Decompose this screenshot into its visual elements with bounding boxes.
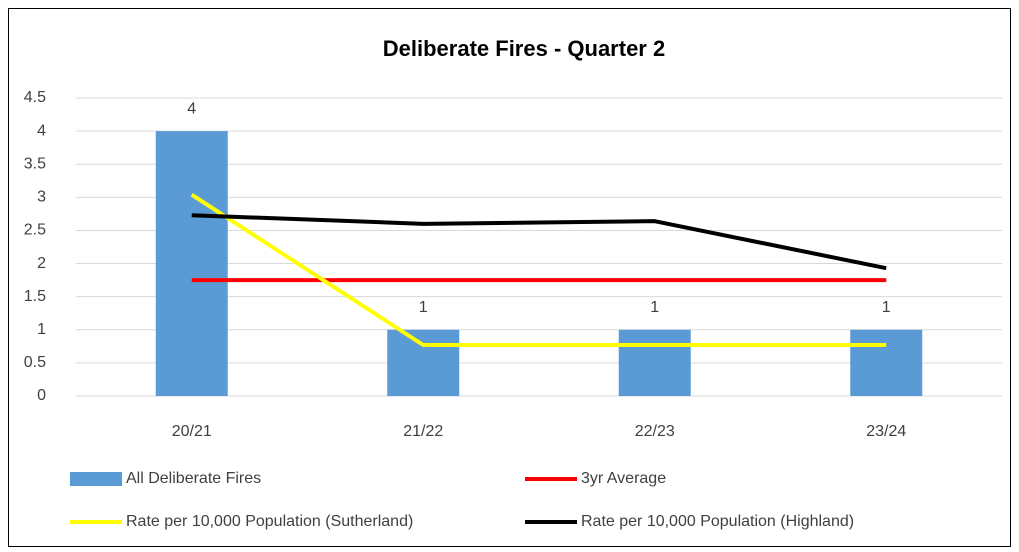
bar — [155, 131, 228, 396]
data-label: 1 — [882, 299, 891, 316]
chart-title: Deliberate Fires - Quarter 2 — [383, 36, 665, 61]
y-tick-label: 4.5 — [24, 89, 46, 106]
y-tick-label: 0.5 — [24, 354, 46, 371]
legend-label: Rate per 10,000 Population (Highland) — [581, 513, 854, 530]
y-tick-label: 3 — [37, 189, 46, 206]
x-tick-label: 21/22 — [403, 423, 443, 440]
y-tick-label: 4 — [37, 122, 46, 139]
y-tick-label: 1 — [37, 321, 46, 338]
legend-label: 3yr Average — [581, 470, 666, 487]
y-tick-label: 3.5 — [24, 155, 46, 172]
y-tick-label: 2.5 — [24, 222, 46, 239]
line-series — [191, 213, 887, 271]
data-label: 1 — [419, 299, 428, 316]
legend-swatch — [70, 472, 122, 486]
bar — [618, 329, 691, 396]
y-tick-label: 1.5 — [24, 288, 46, 305]
line-series — [190, 193, 887, 348]
x-tick-label: 22/23 — [635, 423, 675, 440]
y-tick-label: 0 — [37, 387, 46, 404]
bar — [387, 329, 460, 396]
x-tick-label: 20/21 — [172, 423, 212, 440]
y-tick-label: 2 — [37, 255, 46, 272]
legend-label: Rate per 10,000 Population (Sutherland) — [126, 513, 413, 530]
bar — [850, 329, 923, 396]
data-label: 1 — [650, 299, 659, 316]
legend-label: All Deliberate Fires — [126, 470, 261, 487]
data-label: 4 — [187, 100, 196, 117]
x-tick-label: 23/24 — [866, 423, 906, 440]
